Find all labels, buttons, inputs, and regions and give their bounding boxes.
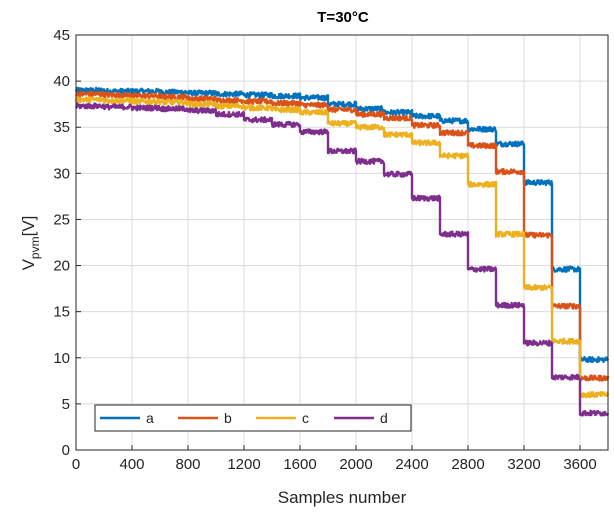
x-tick-label: 400 [119, 456, 144, 473]
x-tick-label: 2800 [451, 456, 484, 473]
y-tick-label: 5 [62, 396, 70, 413]
plot-frame [75, 34, 609, 451]
y-axis-label-sub: pvm [28, 236, 42, 259]
y-tick-label: 40 [53, 73, 70, 90]
x-tick-label: 1600 [283, 456, 316, 473]
y-tick-label: 35 [53, 119, 70, 136]
x-tick-label: 3200 [507, 456, 540, 473]
legend-label-c: c [302, 410, 309, 426]
y-axis-label-main: V [19, 258, 38, 270]
legend: a b c d [94, 404, 412, 432]
series-group [74, 86, 610, 417]
y-tick-label: 45 [53, 27, 70, 44]
legend-label-a: a [146, 410, 154, 426]
x-tick-label: 800 [175, 456, 200, 473]
legend-label-d: d [380, 410, 388, 426]
y-tick-label: 20 [53, 258, 70, 275]
y-axis-label-unit: [V] [19, 216, 38, 237]
x-tick-label: 1200 [227, 456, 260, 473]
x-tick-label: 0 [72, 456, 80, 473]
series-line-b [75, 90, 610, 382]
y-tick-label: 25 [53, 211, 70, 228]
y-tick-label: 10 [53, 350, 70, 367]
x-tick-label: 2400 [395, 456, 428, 473]
y-tick-label: 0 [62, 442, 70, 459]
y-tick-label: 15 [53, 304, 70, 321]
y-tick-label: 30 [53, 165, 70, 182]
x-tick-label: 2000 [339, 456, 372, 473]
x-axis-label: Samples number [278, 488, 407, 507]
y-axis-label: Vpvm[V] [19, 216, 42, 271]
tick-group: 0 400 800 1200 1600 2000 2400 2800 3200 3600 0 5 10 1… [53, 27, 596, 473]
series-line-d [74, 102, 610, 417]
legend-label-b: b [224, 410, 232, 426]
chart-title: T=30°C [317, 9, 369, 26]
series-line-c [74, 95, 610, 399]
x-tick-label: 3600 [563, 456, 596, 473]
series-line-a [74, 86, 610, 364]
